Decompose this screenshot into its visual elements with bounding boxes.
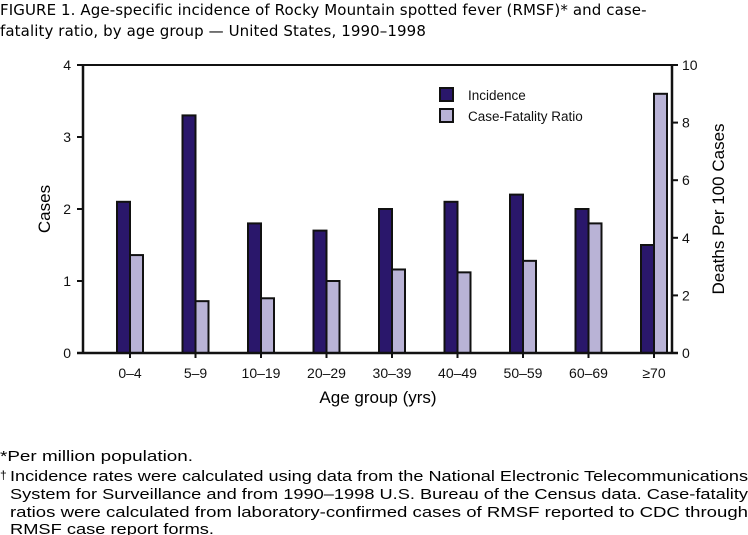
x-tick-label: 5–9	[184, 365, 208, 381]
x-tick-label: 50–59	[504, 365, 543, 381]
bar-case-fatality	[653, 92, 668, 355]
y2-tick-label: 4	[682, 230, 690, 246]
bar-incidence	[574, 208, 590, 354]
x-tick-label: 60–69	[569, 365, 608, 381]
bar-case-fatality	[194, 300, 210, 355]
bar-incidence	[247, 222, 262, 354]
legend: Incidence Case-Fatality Ratio	[439, 87, 583, 124]
y2-tick-label: 6	[682, 172, 690, 188]
bar-incidence	[443, 200, 459, 354]
bar-case-fatality	[587, 222, 603, 354]
bar-incidence	[116, 200, 131, 354]
x-tick-label: ≥70	[642, 365, 665, 381]
y2-tick-label: 2	[682, 287, 690, 303]
figure-title: FIGURE 1. Age-specific incidence of Rock…	[0, 0, 647, 42]
x-tick-label: 0–4	[118, 365, 142, 381]
title-line-1: FIGURE 1. Age-specific incidence of Rock…	[0, 1, 647, 19]
footnote-2-line-3: ratios were calculated from laboratory-c…	[10, 504, 748, 521]
footnote-2-line-4: RMSF case report forms.	[10, 521, 214, 535]
bar-incidence	[181, 114, 197, 355]
footnote-2-line-2: System for Surveillance and from 1990–19…	[10, 486, 748, 503]
bar-case-fatality	[325, 280, 341, 354]
y-axis-label: Cases	[35, 185, 54, 233]
legend-label: Incidence	[468, 88, 526, 103]
title-line-2: fatality ratio, by age group — United St…	[0, 22, 426, 40]
footnote-dagger: †	[0, 468, 7, 482]
y2-tick-label: 8	[682, 115, 690, 131]
bar-incidence	[312, 229, 328, 355]
bar-case-fatality	[260, 297, 275, 354]
y-tick-label: 3	[63, 129, 71, 145]
legend-label: Case-Fatality Ratio	[468, 109, 583, 124]
bar-case-fatality	[129, 254, 144, 354]
y-tick-label: 2	[63, 201, 71, 217]
bar-incidence	[640, 244, 655, 354]
bar-case-fatality	[522, 259, 537, 354]
bar-case-fatality	[456, 271, 472, 354]
y2-tick-label: 10	[682, 57, 698, 73]
legend-swatch	[439, 108, 454, 123]
y-tick-label: 0	[63, 345, 71, 361]
y2-tick-label: 0	[682, 345, 690, 361]
y2-axis-label: Deaths Per 100 Cases	[709, 123, 728, 294]
x-tick-label: 30–39	[373, 365, 412, 381]
bar-incidence	[378, 208, 393, 354]
footnote-1: *Per million population.	[0, 448, 193, 465]
footnote-2-line-1: Incidence rates were calculated using da…	[10, 468, 748, 485]
bar-incidence	[509, 193, 524, 354]
legend-swatch	[439, 87, 454, 102]
x-axis-label: Age group (yrs)	[319, 388, 436, 407]
x-tick-label: 10–19	[242, 365, 281, 381]
bar-case-fatality	[391, 268, 406, 355]
y-tick-label: 1	[63, 273, 71, 289]
y-tick-label: 4	[63, 57, 71, 73]
x-tick-label: 40–49	[438, 365, 477, 381]
footnotes: *Per million population. † Incidence rat…	[0, 448, 748, 535]
x-tick-label: 20–29	[307, 365, 346, 381]
